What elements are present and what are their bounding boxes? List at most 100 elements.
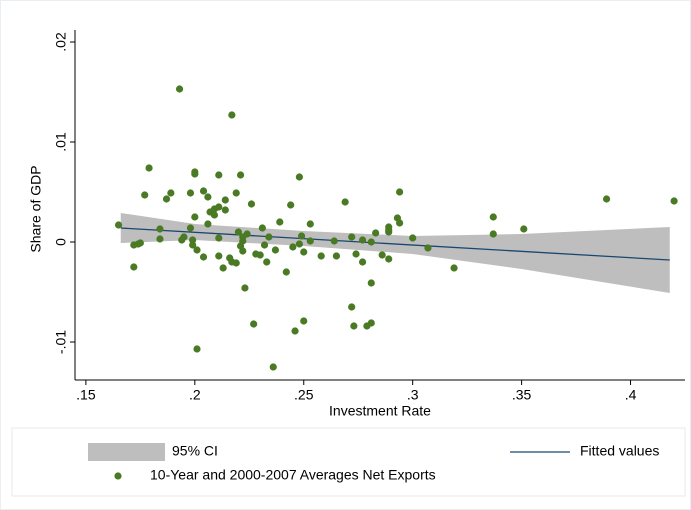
legend-label: 10-Year and 2000-2007 Averages Net Expor… [150,467,436,483]
point [141,191,149,199]
point [300,248,308,256]
point [350,322,358,330]
point [221,206,229,214]
point [489,213,497,221]
point [258,224,266,232]
point [317,252,325,260]
point [276,218,284,226]
point [191,170,199,178]
point [263,258,271,266]
point [114,221,123,229]
point [250,320,258,328]
point [175,85,184,93]
legend-swatch [114,472,122,480]
point [396,188,404,196]
point [215,234,223,242]
point [167,189,175,197]
point [348,303,356,311]
point [221,196,229,204]
point [219,264,227,272]
y-tick-label: .01 [53,132,69,152]
point [348,233,356,241]
point [199,253,208,261]
point [297,232,306,240]
point [215,171,223,179]
point [247,200,256,208]
point [186,189,195,197]
point [136,239,144,247]
point [291,327,299,335]
point [332,252,341,260]
point [236,171,245,179]
point [520,225,528,233]
legend-label: 95% CI [172,443,218,459]
point [450,264,458,272]
x-axis-title: Investment Rate [329,403,431,419]
legend-label: Fitted values [580,443,659,459]
point [180,233,188,241]
point [193,246,201,254]
point [306,237,314,245]
point [215,252,223,260]
point [489,230,497,238]
point [193,345,201,353]
x-tick-label: .2 [189,387,201,403]
y-tick-label: .02 [53,32,69,52]
point [204,193,212,201]
x-tick-label: .4 [625,387,637,403]
point [191,213,199,221]
point [289,243,297,251]
point [378,251,386,259]
point [385,255,393,263]
x-tick-label: .3 [407,387,419,403]
point [186,224,195,232]
point [282,268,290,276]
point [162,195,171,203]
point [243,230,251,238]
point [156,235,164,243]
x-tick-label: .25 [294,387,314,403]
point [204,220,212,228]
point [265,233,273,241]
fitted-line [120,227,670,261]
point [189,236,197,244]
legend-swatch [88,443,165,461]
point [367,279,375,287]
point [287,201,295,209]
point [232,259,240,267]
y-tick-label: -.01 [53,330,69,354]
y-axis-title: Share of GDP [28,165,44,252]
confidence-band [120,213,670,293]
point [295,173,303,181]
point [210,211,219,219]
point [352,250,360,258]
point [269,363,277,371]
point [239,247,247,255]
point [358,236,367,244]
point [228,111,236,119]
point [358,258,367,266]
point [670,197,678,205]
point [271,246,280,254]
point [215,203,223,211]
point [241,284,249,292]
point [199,187,208,195]
point [189,241,197,249]
point [130,263,138,271]
x-tick-label: .15 [76,387,96,403]
point [409,234,417,242]
point [424,244,432,252]
point [385,226,393,234]
point [145,164,153,172]
x-tick-label: .35 [512,387,532,403]
legend-box [11,427,686,497]
point [156,225,164,233]
y-tick-label: 0 [53,238,69,246]
point [367,238,375,246]
point [295,240,303,248]
point [602,195,611,203]
point [260,241,269,249]
point [396,219,404,227]
point [239,237,247,245]
